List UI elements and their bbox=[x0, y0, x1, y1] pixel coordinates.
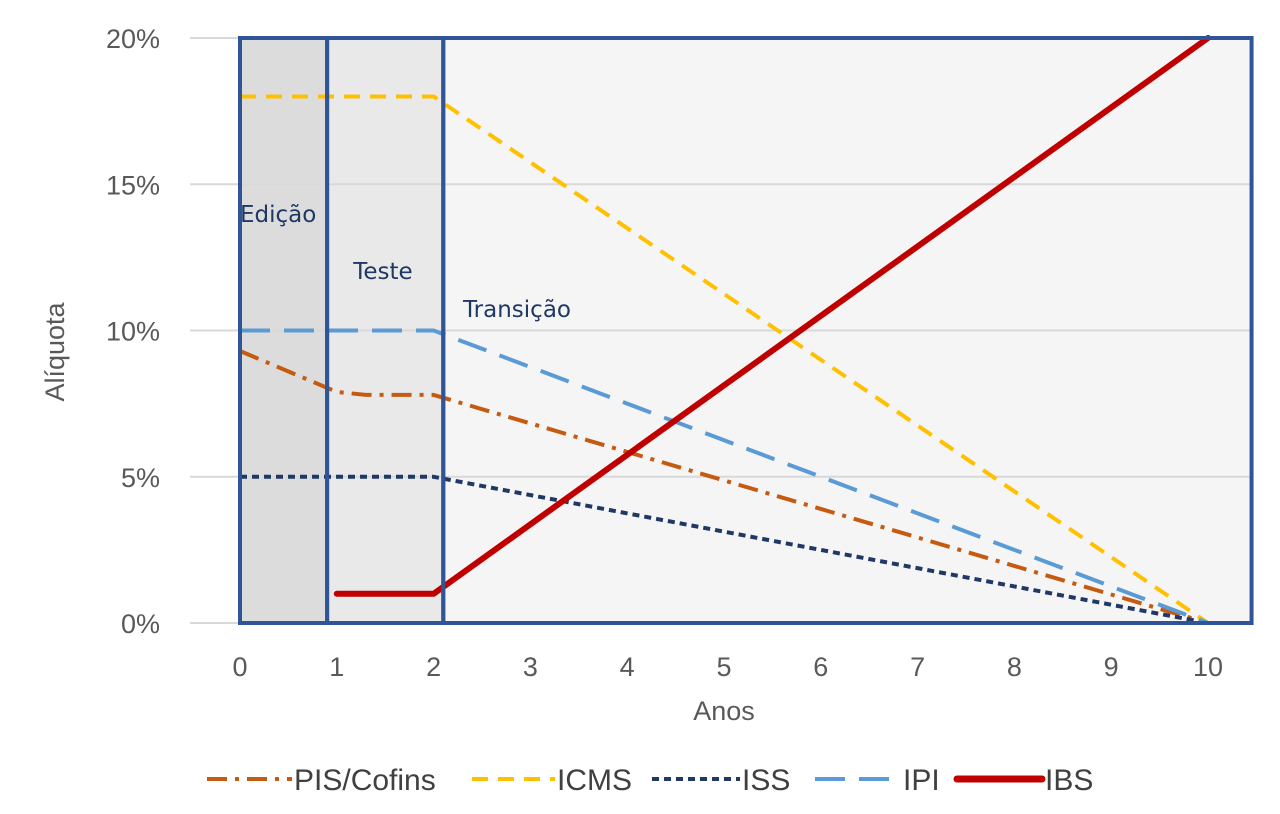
legend-label: IBS bbox=[1045, 764, 1093, 797]
y-tick-label: 5% bbox=[121, 463, 160, 493]
y-axis-title: Alíquota bbox=[40, 301, 70, 401]
legend-label: IPI bbox=[903, 764, 940, 797]
legend-item: ICMS bbox=[472, 764, 632, 797]
phase-borders bbox=[238, 36, 1254, 625]
x-tick-label: 6 bbox=[813, 652, 828, 682]
y-axis-ticks: 0% 5% 10% 15% 20% bbox=[106, 24, 160, 639]
legend-label: ISS bbox=[742, 764, 790, 797]
x-tick-label: 3 bbox=[523, 652, 538, 682]
series-line-icms bbox=[240, 94, 1210, 625]
series-line-ipi bbox=[240, 328, 1209, 625]
phase-label-edicao: Edição bbox=[240, 202, 316, 228]
series-lines bbox=[239, 35, 1211, 625]
x-tick-label: 0 bbox=[232, 652, 247, 682]
legend-label: ICMS bbox=[557, 764, 632, 797]
legend-item: IPI bbox=[815, 764, 940, 797]
phase-label-teste: Teste bbox=[352, 259, 412, 285]
legend-item: ISS bbox=[652, 764, 790, 797]
x-tick-label: 2 bbox=[426, 652, 441, 682]
y-tick-label: 10% bbox=[106, 317, 160, 347]
x-tick-label: 8 bbox=[1007, 652, 1022, 682]
x-tick-label: 10 bbox=[1193, 652, 1223, 682]
x-tick-label: 5 bbox=[716, 652, 731, 682]
series-line-iss bbox=[240, 474, 1209, 625]
phase-labels: Edição Teste Transição bbox=[240, 202, 571, 323]
x-tick-label: 9 bbox=[1104, 652, 1119, 682]
x-tick-label: 4 bbox=[620, 652, 635, 682]
x-tick-label: 7 bbox=[910, 652, 925, 682]
legend: PIS/Cofins ICMS ISS IPI IBS bbox=[207, 764, 1093, 797]
y-tick-label: 15% bbox=[106, 170, 160, 200]
series-line-pis-cofins bbox=[239, 349, 1209, 625]
y-tick-label: 0% bbox=[121, 609, 160, 639]
phase-label-transicao: Transição bbox=[462, 297, 571, 323]
phase-border-transicao bbox=[441, 36, 1254, 625]
legend-item: IBS bbox=[953, 764, 1093, 797]
legend-label: PIS/Cofins bbox=[294, 764, 436, 797]
y-tick-label: 20% bbox=[106, 24, 160, 54]
x-axis-ticks: 0 1 2 3 4 5 6 7 8 9 10 bbox=[232, 652, 1223, 682]
legend-item: PIS/Cofins bbox=[207, 764, 436, 797]
x-tick-label: 1 bbox=[329, 652, 344, 682]
x-axis-title: Anos bbox=[693, 696, 755, 726]
series-line-ibs bbox=[333, 35, 1211, 597]
